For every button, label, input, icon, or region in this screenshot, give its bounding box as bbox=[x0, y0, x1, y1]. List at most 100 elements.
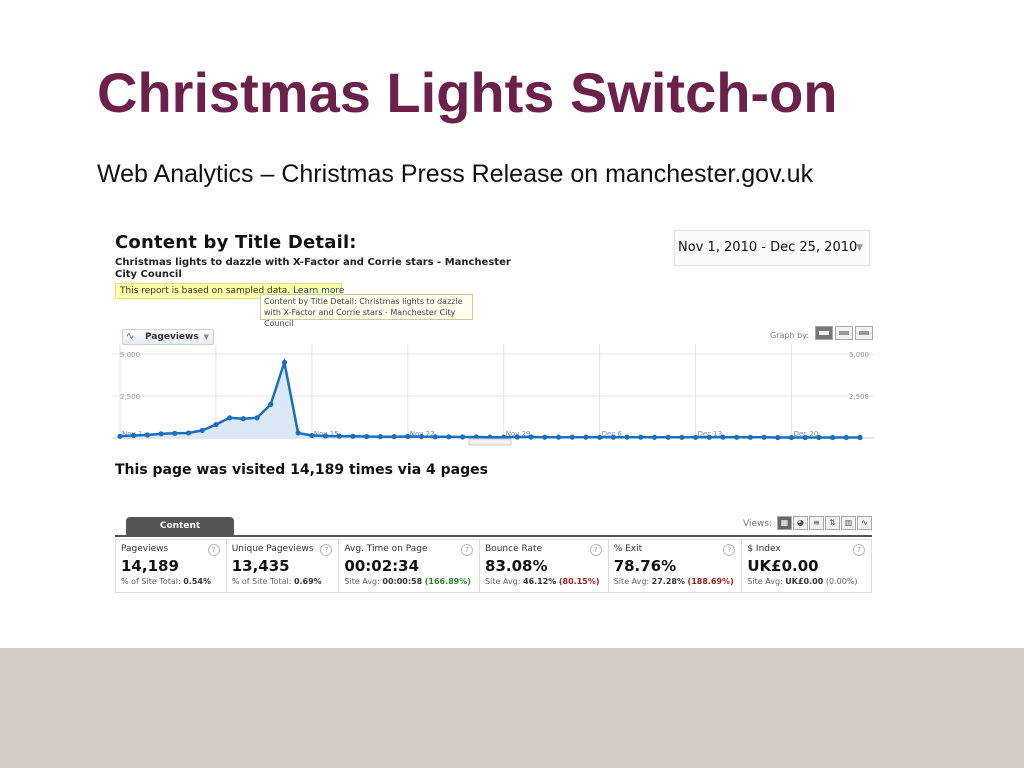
scorecard-value: 13,435 bbox=[231, 557, 290, 575]
data-point bbox=[377, 434, 383, 440]
sub-delta: (166.89%) bbox=[424, 577, 471, 586]
sub-prefix: Site Avg: bbox=[613, 577, 650, 586]
data-point bbox=[665, 434, 671, 440]
scorecard-subtext: % of Site Total: 0.54% bbox=[121, 577, 211, 586]
sub-prefix: % of Site Total: bbox=[231, 577, 292, 586]
data-point bbox=[528, 434, 534, 440]
scorecard-label: % Exit bbox=[613, 544, 643, 554]
data-point bbox=[569, 434, 575, 440]
comparison-view-icon[interactable]: ⇅ bbox=[825, 516, 840, 530]
data-point bbox=[638, 434, 644, 440]
scorecard-cell: $ Index? UK£0.00 Site Avg: UK£0.00 (0.00%) bbox=[742, 540, 871, 592]
pie-view-icon[interactable]: ◕ bbox=[793, 516, 808, 530]
chevron-down-icon: ▼ bbox=[203, 333, 209, 341]
sub-delta: (80.15%) bbox=[558, 577, 600, 586]
data-point bbox=[185, 430, 192, 436]
metric-selector[interactable]: ∿ Pageviews ▼ bbox=[122, 329, 214, 345]
scorecard-label: Avg. Time on Page bbox=[344, 544, 428, 554]
x-tick-label: Nov 29 bbox=[506, 430, 531, 438]
help-icon[interactable]: ? bbox=[461, 544, 474, 556]
footer-band bbox=[0, 648, 1024, 768]
data-point bbox=[131, 432, 137, 439]
data-point bbox=[597, 434, 603, 440]
scorecard-subtext: Site Avg: 46.12% (80.15%) bbox=[485, 577, 599, 586]
report-heading: Content by Title Detail: bbox=[115, 232, 357, 253]
help-icon[interactable]: ? bbox=[320, 544, 333, 556]
sub-value: 00:00:58 bbox=[382, 577, 423, 586]
data-point bbox=[336, 433, 342, 439]
data-point bbox=[350, 433, 356, 439]
scorecard-cell: Unique Pageviews? 13,435 % of Site Total: … bbox=[227, 540, 340, 592]
sub-prefix: Site Avg: bbox=[485, 577, 521, 586]
content-performance-scorecard: Pageviews? 14,189 % of Site Total: 0.54% U… bbox=[115, 539, 872, 593]
data-point bbox=[624, 434, 630, 440]
data-point bbox=[692, 434, 699, 440]
chevron-down-icon: ▼ bbox=[856, 243, 863, 253]
table-view-icon[interactable]: ▦ bbox=[777, 516, 792, 530]
data-point bbox=[227, 415, 233, 421]
scorecard-subtext: Site Avg: 00:00:58 (166.89%) bbox=[344, 577, 471, 586]
scorecard-cell: Bounce Rate? 83.08% Site Avg: 46.12% (80.1… bbox=[480, 540, 609, 592]
sub-value: 46.12% bbox=[523, 577, 557, 586]
graph-by-week-button[interactable] bbox=[835, 326, 853, 340]
data-point bbox=[281, 359, 288, 365]
x-tick-label: Dec 20 bbox=[793, 430, 818, 438]
slide-subtitle: Web Analytics – Christmas Press Release … bbox=[97, 160, 814, 188]
data-point bbox=[788, 434, 795, 441]
help-icon[interactable]: ? bbox=[723, 544, 736, 556]
scorecard-cell: Pageviews? 14,189 % of Site Total: 0.54% bbox=[116, 540, 227, 592]
data-point bbox=[843, 434, 849, 441]
data-point bbox=[487, 434, 493, 440]
scorecard-subtext: % of Site Total: 0.69% bbox=[232, 577, 322, 586]
sub-value: UK£0.00 bbox=[785, 577, 824, 586]
sub-delta: (188.69%) bbox=[687, 577, 734, 586]
help-icon[interactable]: ? bbox=[589, 544, 602, 556]
chart-scroll-handle bbox=[468, 438, 512, 446]
data-point bbox=[432, 434, 438, 440]
graph-by-day-button[interactable] bbox=[815, 326, 833, 340]
slide-title: Christmas Lights Switch-on bbox=[97, 61, 838, 124]
scorecard-value: 00:02:34 bbox=[344, 557, 420, 575]
graph-by-label: Graph by: bbox=[770, 331, 810, 340]
y-tick-label-right: 5,000 bbox=[849, 351, 869, 359]
visits-summary: This page was visited 14,189 times via 4… bbox=[115, 462, 488, 478]
data-point bbox=[706, 434, 712, 440]
data-point bbox=[720, 434, 726, 440]
scorecard-subtext: Site Avg: UK£0.00 (0.00%) bbox=[747, 577, 857, 586]
x-tick-label: Nov 22 bbox=[410, 430, 435, 438]
data-point bbox=[309, 432, 315, 439]
data-point bbox=[322, 433, 329, 439]
data-point bbox=[679, 434, 685, 440]
data-point bbox=[651, 434, 658, 440]
learn-more-link[interactable]: Learn more bbox=[293, 286, 345, 296]
metric-selector-label: Pageviews bbox=[145, 332, 199, 342]
scorecard-label: Pageviews bbox=[121, 544, 169, 554]
pivot-view-icon[interactable]: ▥ bbox=[841, 516, 856, 530]
graph-by-month-button[interactable] bbox=[855, 326, 873, 340]
data-point bbox=[761, 434, 767, 440]
sub-value: 0.54% bbox=[183, 577, 211, 586]
data-point bbox=[514, 434, 521, 440]
sub-prefix: Site Avg: bbox=[344, 577, 380, 586]
views-label: Views: bbox=[743, 519, 773, 529]
scorecard-label: $ Index bbox=[747, 544, 781, 554]
date-range-text: Nov 1, 2010 - Dec 25, 2010 bbox=[678, 240, 858, 255]
sampled-notice-text: This report is based on sampled data. bbox=[120, 286, 291, 296]
data-point bbox=[405, 433, 411, 440]
line-chart-icon: ∿ bbox=[126, 331, 135, 342]
data-point bbox=[775, 434, 781, 441]
help-icon[interactable]: ? bbox=[207, 544, 220, 556]
tab-content-performance[interactable]: Content Performance bbox=[126, 517, 234, 549]
x-tick-label: Dec 6 bbox=[602, 430, 623, 438]
data-point bbox=[199, 427, 205, 434]
data-point bbox=[747, 434, 753, 440]
data-point bbox=[213, 421, 219, 428]
trend-view-icon[interactable]: ∿ bbox=[857, 516, 872, 530]
y-tick-label-right: 2,500 bbox=[849, 393, 869, 401]
data-point bbox=[583, 434, 589, 440]
data-point bbox=[295, 430, 301, 436]
help-icon[interactable]: ? bbox=[852, 544, 865, 556]
date-range-picker[interactable]: Nov 1, 2010 - Dec 25, 2010 ▼ bbox=[674, 230, 870, 266]
performance-view-icon[interactable]: ≡ bbox=[809, 516, 824, 530]
data-point bbox=[391, 434, 397, 440]
